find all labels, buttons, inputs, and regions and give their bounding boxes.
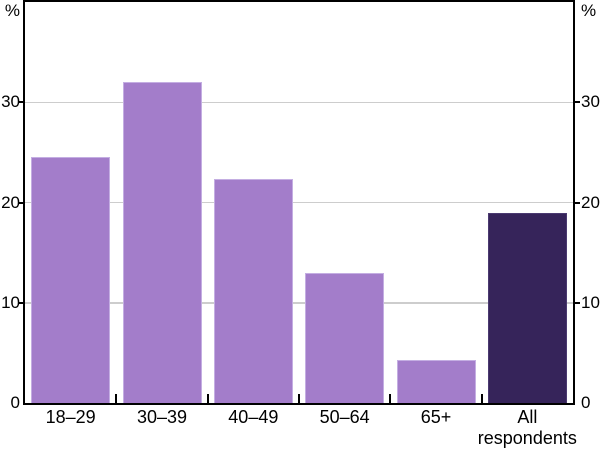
gridline-10 [25, 302, 573, 304]
x-axis-divider-tick [480, 394, 483, 403]
y-tick-right-10 [575, 301, 580, 304]
x-axis-label-50-64: 50–64 [319, 407, 370, 427]
bar-18-29 [31, 157, 111, 403]
y-axis-label-left-0: 0 [10, 393, 20, 412]
bar-50-64 [305, 272, 385, 403]
x-axis-divider-tick [298, 394, 300, 403]
bar-30-39 [122, 82, 202, 403]
x-axis-divider-tick [206, 394, 209, 403]
y-axis-unit-label-left: % [4, 1, 20, 20]
y-tick-left-10 [18, 301, 23, 304]
y-axis-label-left-30: 30 [1, 92, 20, 112]
x-axis-label-all-respondents: All respondents [477, 407, 577, 448]
x-axis-divider-tick [115, 394, 118, 403]
y-axis-label-right-0: 0 [581, 393, 591, 412]
plot-area [23, 0, 575, 405]
x-axis-label-18-29: 18–29 [45, 407, 96, 427]
x-axis-label-65-plus: 65+ [420, 407, 452, 427]
y-tick-right-20 [575, 201, 580, 204]
y-axis-label-right-20: 20 [581, 192, 600, 212]
y-axis-label-right-30: 30 [581, 92, 600, 112]
y-tick-left-20 [18, 201, 23, 204]
y-axis-label-left-20: 20 [1, 192, 20, 212]
gridline-20 [25, 201, 573, 204]
x-axis-divider-tick [389, 394, 392, 403]
y-tick-left-30 [18, 101, 23, 104]
bar-all-respondents [487, 212, 567, 403]
y-axis-label-left-10: 10 [1, 292, 20, 312]
y-tick-right-30 [575, 101, 580, 104]
y-axis-label-right-10: 10 [581, 292, 600, 312]
x-axis-label-40-49: 40–49 [228, 407, 279, 427]
y-axis-unit-label-right: % [581, 1, 597, 20]
bar-65-plus [396, 359, 476, 403]
bar-40-49 [213, 179, 293, 403]
x-axis-label-30-39: 30–39 [136, 407, 188, 427]
gridline-30 [25, 101, 573, 103]
